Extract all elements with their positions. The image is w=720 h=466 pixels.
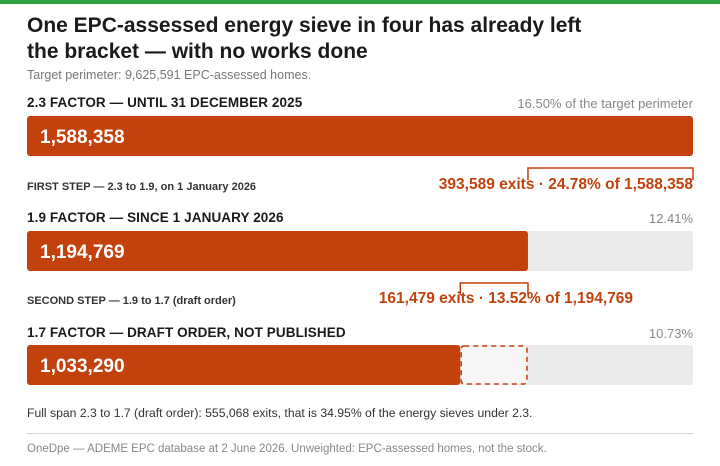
bar-value-label-2: 1,033,290 [40, 356, 125, 377]
top-accent-bar [0, 0, 720, 4]
step-value-second: 161,479 exits · 13.52% of 1,194,769 [378, 290, 633, 307]
footnote: Full span 2.3 to 1.7 (draft order): 555,… [27, 406, 533, 420]
row-pct-1-9: 12.41% [648, 211, 693, 226]
row-label-1-9: 1.9 FACTOR — SINCE 1 JANUARY 2026 [27, 210, 284, 225]
step-value-first: 393,589 exits · 24.78% of 1,588,358 [438, 176, 693, 193]
bar-value-label-0: 1,588,358 [40, 127, 125, 148]
row-label-2-3: 2.3 FACTOR — UNTIL 31 DECEMBER 2025 [27, 95, 303, 110]
bar-group: 1,588,358 1,194,769 1,033,290 [27, 116, 693, 385]
exit-bracket-1 [459, 282, 529, 295]
chart-subtitle: Target perimeter: 9,625,591 EPC-assessed… [27, 68, 312, 82]
bar-2 [27, 345, 461, 385]
row-pct-2-3: 16.50% of the target perimeter [517, 96, 693, 111]
footer-divider [27, 433, 693, 434]
bar-0 [27, 116, 693, 156]
bracket-group [459, 167, 694, 385]
source-note: OneDpe — ADEME EPC database at 2 June 20… [27, 443, 547, 455]
row-pct-1-7: 10.73% [648, 326, 693, 341]
step-label-second: SECOND STEP — 1.9 to 1.7 (draft order) [27, 295, 236, 307]
bar-value-label-1: 1,194,769 [40, 242, 125, 263]
chart-title: One EPC-assessed energy sieve in four ha… [27, 14, 582, 63]
bar-1 [27, 231, 528, 271]
draft-exit-segment [460, 345, 528, 385]
exit-bracket-0 [527, 167, 694, 180]
step-label-first: FIRST STEP — 2.3 to 1.9, on 1 January 20… [27, 181, 257, 193]
row-label-1-7: 1.7 FACTOR — DRAFT ORDER, NOT PUBLISHED [27, 325, 346, 340]
